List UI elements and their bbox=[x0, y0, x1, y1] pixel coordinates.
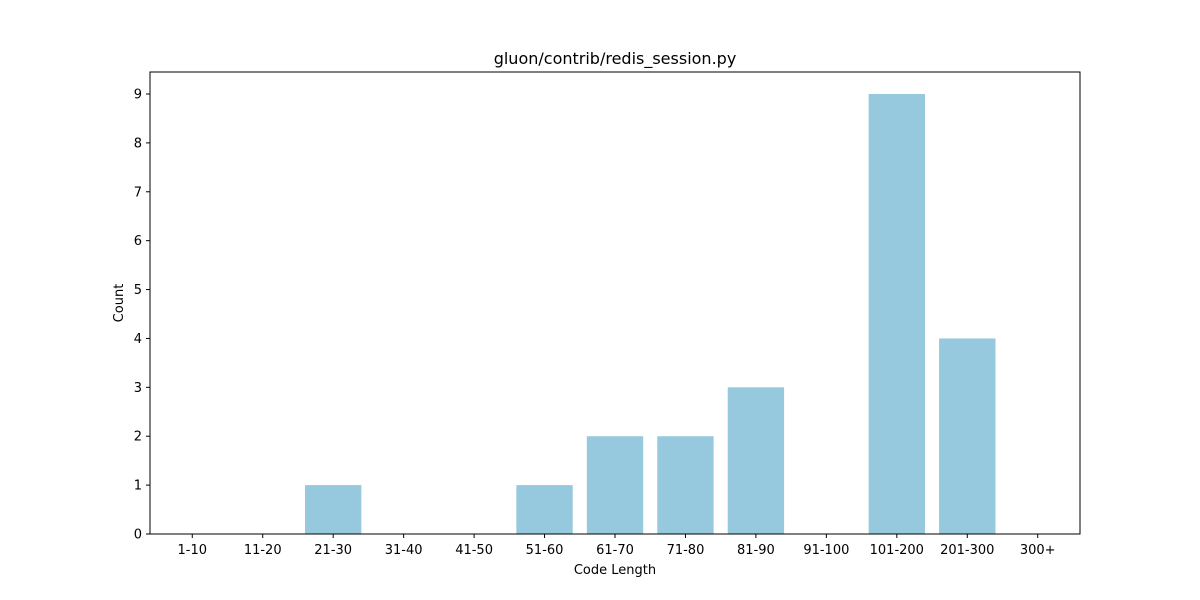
x-tick-label: 41-50 bbox=[455, 543, 493, 558]
y-axis-ticks: 0 1 2 3 4 5 6 7 8 9 bbox=[134, 88, 150, 543]
y-tick-label: 7 bbox=[134, 185, 142, 200]
x-axis-label: Code Length bbox=[574, 563, 656, 578]
x-tick-label: 81-90 bbox=[737, 543, 775, 558]
y-tick-label: 8 bbox=[134, 136, 142, 151]
y-tick-label: 3 bbox=[134, 381, 142, 396]
y-tick-label: 2 bbox=[134, 430, 142, 445]
x-tick-label: 51-60 bbox=[526, 543, 564, 558]
plot-area-frame bbox=[149, 71, 1081, 535]
bar-61-70 bbox=[586, 436, 644, 534]
x-tick-label: 71-80 bbox=[667, 543, 705, 558]
bar-81-90 bbox=[727, 387, 785, 534]
chart-title: gluon/contrib/redis_session.py bbox=[494, 49, 737, 69]
x-tick-label: 31-40 bbox=[385, 543, 423, 558]
x-tick-label: 11-20 bbox=[244, 543, 282, 558]
y-tick-label: 0 bbox=[134, 528, 142, 543]
x-tick-label: 91-100 bbox=[803, 543, 849, 558]
bar-201-300 bbox=[939, 338, 996, 534]
bars-group bbox=[305, 94, 996, 534]
y-tick-label: 5 bbox=[134, 283, 142, 298]
x-axis-ticks: 1-10 11-20 21-30 31-40 41-50 51-60 61-70 71-80 8… bbox=[178, 534, 1056, 558]
x-tick-label: 1-10 bbox=[178, 543, 208, 558]
x-tick-label: 201-300 bbox=[940, 543, 994, 558]
x-tick-label: 300+ bbox=[1020, 543, 1056, 558]
bar-21-30 bbox=[305, 485, 362, 534]
bar-101-200 bbox=[868, 94, 925, 534]
x-tick-label: 61-70 bbox=[596, 543, 634, 558]
y-tick-label: 9 bbox=[134, 88, 142, 103]
bar-51-60 bbox=[516, 485, 573, 534]
y-tick-label: 4 bbox=[134, 332, 142, 347]
y-tick-label: 1 bbox=[134, 479, 142, 494]
y-axis-label: Count bbox=[112, 284, 127, 323]
y-tick-label: 6 bbox=[134, 234, 142, 249]
x-tick-label: 21-30 bbox=[314, 543, 352, 558]
x-tick-label: 101-200 bbox=[870, 543, 924, 558]
bar-71-80 bbox=[657, 436, 714, 534]
